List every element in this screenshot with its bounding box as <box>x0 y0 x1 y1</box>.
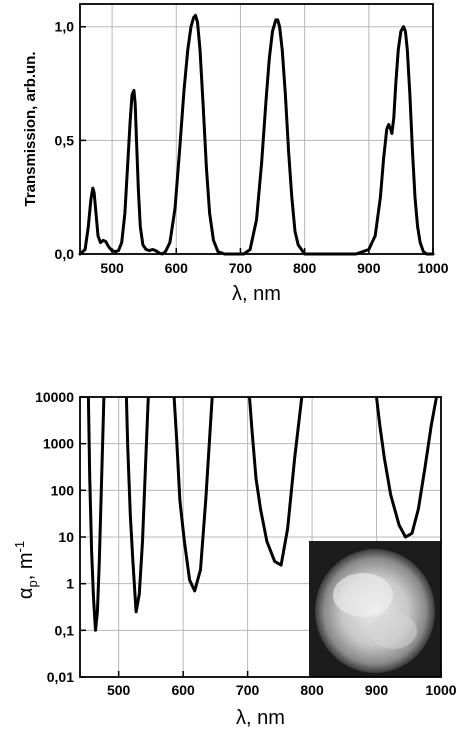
bottom-plot-frame <box>79 396 442 678</box>
attenuation-curve-3 <box>172 397 214 593</box>
bottom-x-tick-label: 1000 <box>425 682 456 698</box>
top-plot-frame <box>79 3 434 255</box>
attenuation-curves <box>86 397 438 632</box>
inset-photo <box>309 541 441 677</box>
bottom-y-tick-label: 1000 <box>43 436 74 452</box>
ylabel-sub: p <box>25 580 40 587</box>
bottom-y-tick-label: 0,01 <box>47 669 74 685</box>
top-y-tick-label: 0,0 <box>55 246 75 262</box>
attenuation-curve-1 <box>86 397 106 632</box>
ylabel-exp: -1 <box>12 541 27 553</box>
ylabel-main: α <box>15 588 37 600</box>
top-x-tick-label: 900 <box>357 260 381 276</box>
bottom-y-tick-label: 0,1 <box>55 622 75 638</box>
bottom-x-tick-label: 600 <box>171 682 195 698</box>
top-plot: 500 600 700 800 900 1000 0,0 0,5 1,0 λ, nm Transmi… <box>22 3 449 305</box>
transmission-curve <box>78 13 435 256</box>
top-x-tick-label: 500 <box>100 260 124 276</box>
attenuation-curve-2 <box>124 397 150 614</box>
bottom-y-tick-label: 1 <box>66 576 74 592</box>
ylabel-unit: , m <box>15 552 37 580</box>
top-x-tick-label: 700 <box>229 260 253 276</box>
top-x-axis-label: λ, nm <box>232 283 281 305</box>
top-y-tick-label: 0,5 <box>55 132 75 148</box>
top-x-tick-label: 800 <box>293 260 317 276</box>
bottom-y-tick-label: 100 <box>51 482 75 498</box>
top-x-tick-label: 1000 <box>417 260 448 276</box>
bottom-y-axis-label: αp, m-1 <box>12 541 40 599</box>
attenuation-curve-5 <box>375 397 438 539</box>
bottom-x-tick-label: 900 <box>365 682 389 698</box>
bottom-x-axis-label: λ, nm <box>236 707 285 729</box>
bottom-x-tick-label: 700 <box>236 682 260 698</box>
bottom-x-tick-label: 800 <box>300 682 324 698</box>
bottom-plot: 500 600 700 800 900 1000 0,01 0,1 1 10 100 1000 1000… <box>12 389 457 729</box>
bottom-y-tick-label: 10000 <box>35 389 74 405</box>
bottom-y-tick-label: 10 <box>58 529 74 545</box>
top-y-axis-label: Transmission, arb.un. <box>22 51 39 206</box>
top-y-tick-label: 1,0 <box>55 19 75 35</box>
beam-spot-highlight <box>369 613 417 649</box>
bottom-x-tick-label: 500 <box>107 682 131 698</box>
top-x-tick-label: 600 <box>165 260 189 276</box>
beam-spot-highlight <box>333 573 393 617</box>
attenuation-curve-4 <box>248 397 304 567</box>
